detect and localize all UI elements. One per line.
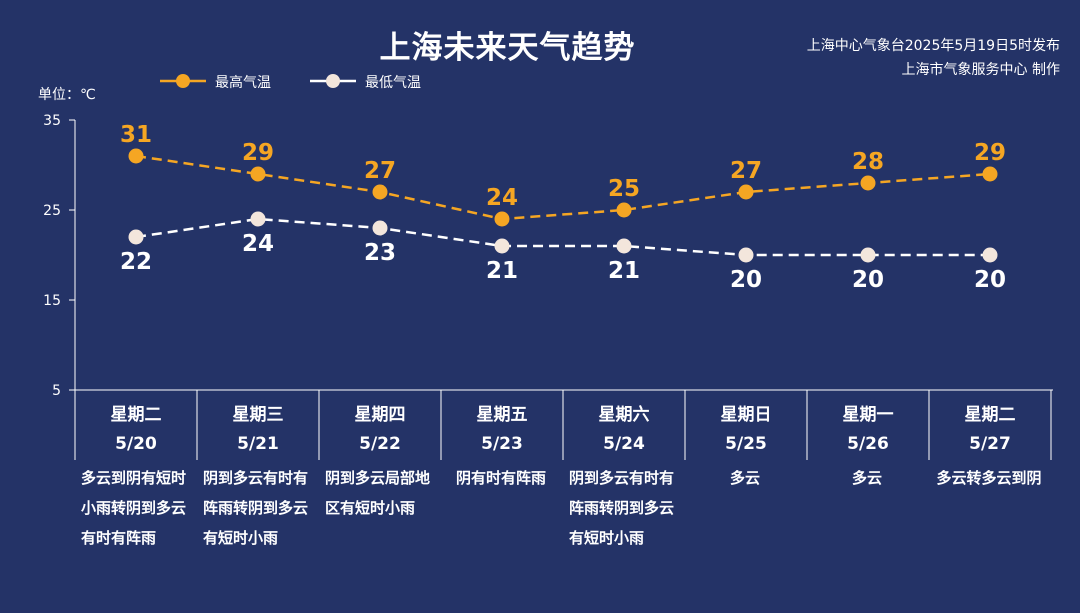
low-temp-data-label: 20 [730,267,762,293]
low-temp-data-label: 21 [486,258,518,284]
high-temp-point [860,175,876,191]
x-tick-label: 5/21 [237,434,279,454]
y-tick-label: 35 [43,113,61,129]
x-tick-label: 5/20 [115,434,157,454]
high-temp-data-label: 27 [364,158,396,184]
day-header: 星期四 5/22 [319,400,441,460]
weather-description: 多云 [851,469,882,487]
low-temp-point [738,247,754,263]
day-weekday: 星期三 [232,405,284,425]
day-weekday: 星期六 [598,405,650,425]
legend-low-marker-icon [310,74,356,88]
low-temp-point [494,238,510,254]
low-temp-data-label: 21 [608,258,640,284]
high-temp-point [494,211,510,227]
legend-high-marker-icon [160,74,206,88]
x-tick-label: 5/27 [969,434,1011,454]
day-header: 星期三 5/21 [197,400,319,460]
high-temp-point [372,184,388,200]
weather-description: 阴有时有阵雨 [455,469,546,487]
page-title: 上海未来天气趋势 [379,30,636,66]
weather-description: 多云转多云到阴 [936,469,1042,487]
y-tick-label: 15 [43,293,61,309]
x-tick-label: 5/23 [481,434,523,454]
day-header: 星期二 5/27 [929,400,1051,460]
high-temp-point [250,166,266,182]
low-temp-point [860,247,876,263]
high-temp-data-label: 29 [242,140,274,166]
high-temp-point [738,184,754,200]
day-header: 星期五 5/23 [441,400,563,460]
day-header: 星期二 5/20 [75,400,197,460]
low-temp-data-label: 20 [852,267,884,293]
day-header: 星期一 5/26 [807,400,929,460]
weather-description: 阴到多云有时有阵雨转阴到多云有短时小雨 [203,469,309,547]
weather-description: 阴到多云局部地区有短时小雨 [325,469,431,517]
high-temp-point [616,202,632,218]
x-tick-label: 5/24 [603,434,645,454]
legend-high-label: 最高气温 [215,75,271,91]
high-temp-point [128,148,144,164]
x-tick-label: 5/25 [725,434,767,454]
day-header: 星期日 5/25 [685,400,807,460]
low-temp-point [616,238,632,254]
y-axis-unit-label: 单位：℃ [38,87,96,103]
day-header: 星期六 5/24 [563,400,685,460]
high-temp-data-label: 31 [120,122,152,148]
source-info: 上海中心气象台2025年5月19日5时发布 上海市气象服务中心 制作 [807,34,1060,82]
y-tick-label: 25 [43,203,61,219]
low-temp-data-label: 22 [120,249,152,275]
high-temp-data-label: 27 [730,158,762,184]
low-temp-data-label: 24 [242,231,274,257]
high-temp-data-label: 29 [974,140,1006,166]
weather-description: 阴到多云有时有阵雨转阴到多云有短时小雨 [569,469,675,547]
low-temp-point [982,247,998,263]
y-tick-label: 5 [52,383,61,399]
day-weekday: 星期一 [842,405,894,425]
high-temp-data-label: 25 [608,176,640,202]
day-weekday: 星期四 [354,405,406,425]
legend-low-label: 最低气温 [365,75,421,91]
low-temp-point [372,220,388,236]
x-tick-label: 5/22 [359,434,401,454]
day-weekday: 星期二 [110,405,162,425]
day-weekday: 星期五 [476,405,528,425]
day-weekday: 星期二 [964,405,1016,425]
x-tick-label: 5/26 [847,434,889,454]
low-temp-point [250,211,266,227]
low-temp-point [128,229,144,245]
high-temp-series-line [135,154,991,221]
weather-description: 多云 [729,469,760,487]
low-temp-data-label: 23 [364,240,396,266]
high-temp-data-label: 28 [852,149,884,175]
source-line-issuer: 上海中心气象台2025年5月19日5时发布 [806,38,1060,54]
low-temp-data-label: 20 [974,267,1006,293]
high-temp-data-label: 24 [486,185,518,211]
weather-description: 多云到阴有短时小雨转阴到多云有时有阵雨 [81,469,187,547]
source-line-producer: 上海市气象服务中心 制作 [901,62,1060,78]
day-weekday: 星期日 [720,405,772,425]
high-temp-point [982,166,998,182]
